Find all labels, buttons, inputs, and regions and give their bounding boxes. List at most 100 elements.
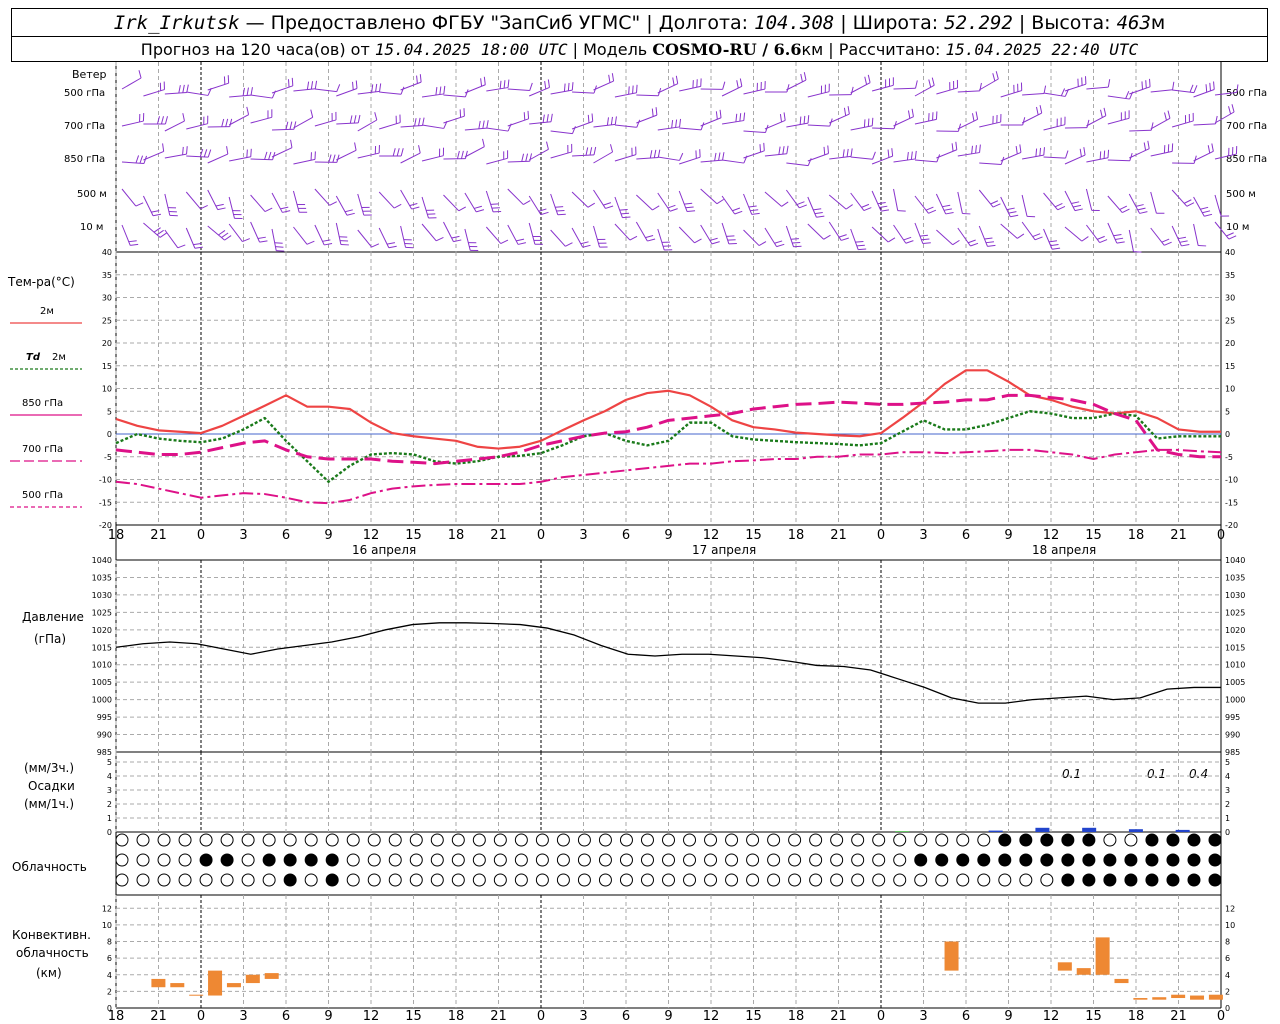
wind-barb-feather bbox=[453, 239, 462, 243]
wind-barb-feather bbox=[374, 112, 378, 121]
time-tick-top: 6 bbox=[622, 528, 630, 543]
wind-barb-feather bbox=[931, 77, 935, 86]
time-tick-top: 21 bbox=[1170, 528, 1187, 543]
wind-barb-shaft bbox=[572, 154, 595, 157]
cloud-circle bbox=[388, 873, 402, 887]
wind-barb-feather bbox=[464, 150, 468, 159]
wind-barb-shaft bbox=[464, 228, 471, 251]
conv-ytick-right: 4 bbox=[1225, 971, 1230, 980]
wind-barb-shaft bbox=[807, 124, 830, 127]
wind-barb-shaft bbox=[314, 88, 337, 93]
wind-barb-feather bbox=[344, 209, 353, 213]
wind-barb-shaft bbox=[636, 114, 658, 124]
cloud-circle bbox=[283, 833, 297, 847]
cloud-circle bbox=[956, 873, 970, 887]
wind-barb-feather bbox=[669, 208, 678, 212]
grid-lines bbox=[115, 62, 1222, 1008]
wind-barb-feather bbox=[622, 216, 631, 219]
wind-barb-feather bbox=[486, 120, 489, 129]
wind-barb-feather bbox=[675, 75, 679, 84]
cloud-circle bbox=[746, 833, 760, 847]
wind-barb-feather bbox=[992, 203, 1001, 208]
wind-barb-feather bbox=[636, 84, 638, 93]
legend-td-label: Td bbox=[26, 352, 40, 363]
press-ytick-right: 1010 bbox=[1225, 661, 1245, 670]
wind-title: Ветер bbox=[72, 68, 107, 81]
wind-barb-feather bbox=[1099, 239, 1108, 244]
wind-barb-feather bbox=[460, 150, 464, 159]
cloud-circle bbox=[1124, 853, 1138, 867]
cloud-circle bbox=[472, 833, 486, 847]
precip-ytick-right: 1 bbox=[1225, 814, 1230, 823]
wind-barb-shaft bbox=[272, 128, 295, 131]
conv-ytick-left: 10 bbox=[102, 921, 112, 930]
wind-barb-shaft bbox=[550, 151, 572, 159]
wind-barb-shaft bbox=[164, 229, 179, 249]
calc-time: 15.04.2025 22:40 UTC bbox=[945, 40, 1139, 59]
wind-barb-feather bbox=[1057, 206, 1066, 211]
wind-barb-feather bbox=[1207, 145, 1211, 154]
wind-barb-feather bbox=[763, 142, 765, 151]
wind-barb-shaft bbox=[421, 223, 437, 242]
wind-barb-feather bbox=[748, 205, 757, 208]
wind-barb-shaft bbox=[486, 157, 508, 165]
wind-barb-feather bbox=[1177, 236, 1187, 240]
wind-barb-shaft bbox=[121, 120, 144, 127]
wind-barb-feather bbox=[589, 147, 593, 156]
wind-barb-shaft bbox=[164, 153, 187, 159]
wind-barb-feather bbox=[246, 149, 248, 158]
wind-barb-feather bbox=[649, 150, 653, 159]
conv-bar bbox=[151, 978, 166, 988]
wind-barb-shaft bbox=[1150, 191, 1157, 214]
wind-level-700hpa-right: 700 гПа bbox=[1226, 121, 1268, 132]
press-ytick-left: 985 bbox=[97, 748, 112, 757]
wind-barb-feather bbox=[156, 116, 160, 125]
precip-ytick-left: 2 bbox=[107, 800, 112, 809]
wind-barbs bbox=[121, 70, 1239, 253]
wind-barb-feather bbox=[903, 236, 912, 241]
press-ytick-right: 985 bbox=[1225, 748, 1240, 757]
wind-barb-feather bbox=[275, 246, 284, 248]
wind-barb-shaft bbox=[957, 90, 980, 93]
wind-barb-feather bbox=[736, 80, 739, 89]
wind-barb-feather bbox=[823, 146, 826, 155]
wind-barb-shaft bbox=[850, 82, 871, 94]
wind-barb-shaft bbox=[271, 85, 293, 94]
wind-barb-feather bbox=[328, 154, 332, 163]
wind-barb-shaft bbox=[271, 228, 277, 251]
wind-barb-shaft bbox=[936, 229, 954, 246]
wind-barb-feather bbox=[1083, 147, 1086, 156]
wind-barb-feather bbox=[813, 208, 822, 211]
cloud-circle bbox=[1145, 853, 1159, 867]
legend-t2m: 2м bbox=[40, 306, 54, 317]
precipitation-bars bbox=[895, 827, 1190, 832]
time-tick-bottom: 12 bbox=[1043, 1009, 1060, 1024]
wind-barb-shaft bbox=[186, 91, 209, 96]
wind-barb-feather bbox=[653, 149, 657, 158]
cloud-circle bbox=[893, 833, 907, 847]
pressure-polyline bbox=[115, 622, 1221, 704]
cloud-circle bbox=[598, 873, 612, 887]
temp-ytick-right: 10 bbox=[1225, 385, 1235, 394]
conv-title-1: Конвективн. bbox=[12, 928, 91, 942]
model-name: COSMO-RU / 6.6 bbox=[652, 40, 802, 59]
cloud-circle bbox=[662, 873, 675, 887]
wind-barb-feather bbox=[582, 244, 591, 248]
wind-barb-feather bbox=[352, 81, 354, 90]
cloud-circle bbox=[388, 833, 402, 847]
wind-barb-feather bbox=[845, 204, 853, 210]
wind-barb-shaft bbox=[1171, 225, 1182, 247]
wind-barb-feather bbox=[221, 232, 229, 238]
wind-barb-feather bbox=[750, 209, 759, 212]
wind-barb-feather bbox=[679, 118, 682, 127]
wind-barb-feather bbox=[847, 106, 850, 115]
wind-barb-shaft bbox=[314, 224, 325, 246]
wind-barb-feather bbox=[971, 113, 975, 122]
wind-barb-feather bbox=[608, 74, 611, 83]
wind-barb-shaft bbox=[807, 223, 824, 240]
time-tick-bottom: 18 bbox=[788, 1009, 805, 1024]
wind-level-500hpa: 500 гПа bbox=[64, 88, 106, 99]
wind-barb-feather bbox=[943, 208, 952, 211]
press-ytick-left: 1020 bbox=[92, 626, 112, 635]
wind-barb-shaft bbox=[1128, 193, 1141, 214]
